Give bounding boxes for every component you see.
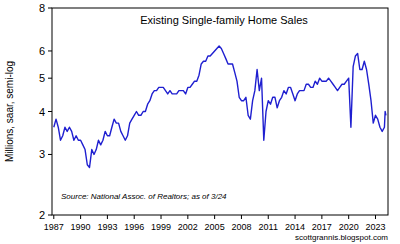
x-tick-label: 1999	[151, 222, 171, 232]
x-tick-label: 1987	[44, 222, 64, 232]
x-tick	[321, 215, 322, 219]
x-tick	[161, 215, 162, 219]
y-tick-label: 6	[39, 45, 45, 57]
sales-line	[54, 46, 386, 167]
y-tick-label: 2	[39, 209, 45, 221]
x-tick	[348, 215, 349, 219]
x-tick-label: 2011	[259, 222, 278, 232]
x-tick-label: 2005	[205, 222, 225, 232]
x-tick	[214, 215, 215, 219]
x-tick	[80, 215, 81, 219]
x-tick-label: 1993	[97, 222, 117, 232]
x-tick-label: 2017	[312, 222, 332, 232]
x-tick-label: 2014	[285, 222, 305, 232]
x-tick-label: 1996	[124, 222, 144, 232]
source-note: Source: National Assoc. of Realtors; as …	[61, 192, 227, 201]
x-tick	[268, 215, 269, 219]
y-axis-label: Millions, saar, semi-log	[4, 61, 15, 162]
x-tick	[187, 215, 188, 219]
y-tick	[48, 50, 52, 51]
y-tick	[48, 78, 52, 79]
x-tick-label: 1990	[71, 222, 91, 232]
x-tick-label: 2020	[339, 222, 359, 232]
y-tick-label: 4	[39, 106, 45, 118]
x-tick	[107, 215, 108, 219]
x-tick-label: 2002	[178, 222, 198, 232]
chart-title: Existing Single-family Home Sales	[140, 14, 308, 26]
y-tick	[48, 215, 52, 216]
y-tick-label: 3	[39, 148, 45, 160]
plot-frame	[52, 8, 388, 215]
x-tick	[375, 215, 376, 219]
y-tick-label: 5	[39, 72, 45, 84]
y-tick	[48, 8, 52, 9]
x-tick	[134, 215, 135, 219]
watermark: scottgrannis.blogspot.com	[295, 233, 388, 242]
y-tick-label: 8	[39, 2, 45, 14]
chart: 2 3 4 5 6 8 1987 1990 1993 1996 1999 2002 2005 2008 20…	[0, 0, 400, 244]
y-tick	[48, 111, 52, 112]
y-tick	[48, 154, 52, 155]
x-tick-label: 2008	[231, 222, 251, 232]
x-tick	[241, 215, 242, 219]
x-tick-label: 2023	[365, 222, 385, 232]
plot-area	[54, 46, 386, 167]
x-tick	[295, 215, 296, 219]
x-tick	[53, 215, 54, 219]
